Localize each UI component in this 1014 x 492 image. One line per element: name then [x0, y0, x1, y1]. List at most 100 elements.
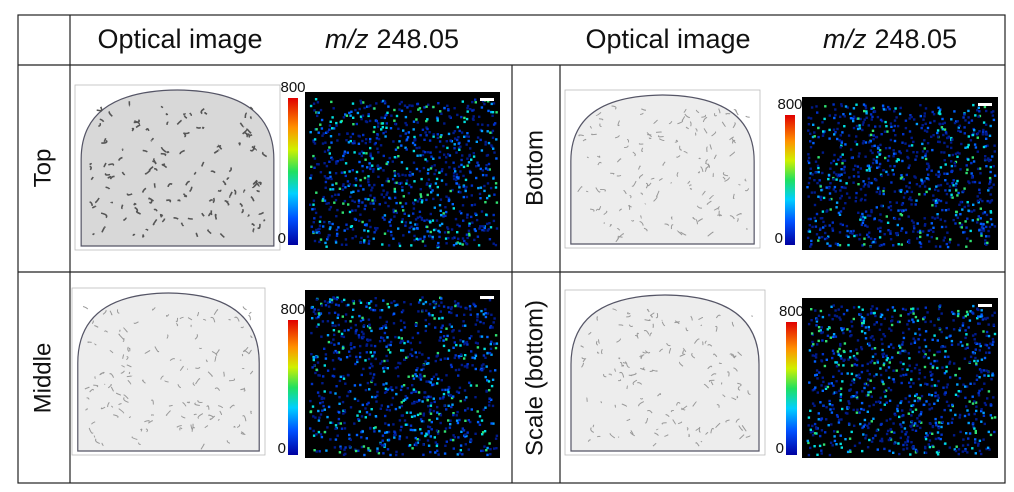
- ms-pixel: [359, 241, 363, 244]
- ms-pixel: [326, 426, 329, 429]
- ms-pixel: [335, 228, 339, 232]
- ms-pixel: [488, 397, 491, 400]
- ms-pixel: [846, 309, 849, 312]
- ms-pixel: [477, 330, 480, 333]
- ms-pixel: [420, 432, 423, 435]
- ms-pixel: [877, 400, 881, 403]
- ms-pixel: [488, 404, 491, 407]
- ms-pixel: [405, 182, 408, 185]
- ms-pixel: [813, 432, 817, 435]
- ms-pixel: [374, 228, 378, 232]
- ms-pixel: [381, 336, 385, 340]
- ms-pixel: [813, 404, 816, 407]
- tissue-texture: [611, 105, 617, 110]
- ms-pixel: [917, 396, 920, 400]
- ms-pixel: [892, 346, 895, 350]
- ms-pixel: [317, 163, 320, 166]
- ms-pixel: [983, 211, 987, 214]
- ms-pixel: [402, 234, 405, 237]
- ms-pixel: [427, 430, 430, 433]
- tissue-texture: [746, 227, 748, 230]
- ms-pixel: [337, 304, 340, 307]
- ms-pixel: [835, 178, 838, 181]
- ms-pixel: [370, 344, 373, 347]
- ms-pixel: [409, 341, 412, 345]
- tissue-texture: [219, 232, 225, 238]
- ms-pixel: [948, 360, 952, 363]
- ms-pixel: [332, 296, 335, 300]
- ms-pixel: [963, 357, 967, 360]
- ms-pixel: [896, 407, 899, 411]
- ms-pixel: [822, 226, 825, 229]
- ms-pixel: [381, 126, 384, 129]
- ms-pixel: [331, 127, 334, 130]
- ms-pixel: [982, 227, 985, 230]
- ms-pixel: [391, 388, 394, 392]
- ms-pixel: [993, 430, 996, 434]
- ms-pixel: [461, 427, 464, 430]
- ms-pixel: [393, 187, 396, 191]
- ms-pixel: [908, 394, 911, 398]
- ms-pixel: [368, 302, 371, 305]
- ms-pixel: [466, 164, 469, 167]
- ms-pixel: [361, 318, 365, 321]
- ms-pixel: [964, 119, 967, 122]
- tissue-texture: [247, 214, 250, 218]
- ms-pixel: [356, 111, 360, 115]
- ms-pixel: [359, 319, 363, 323]
- ms-pixel: [328, 171, 332, 174]
- ms-pixel: [900, 381, 903, 385]
- ms-pixel: [887, 438, 891, 442]
- ms-pixel: [950, 146, 953, 150]
- ms-pixel: [967, 326, 970, 329]
- ms-pixel: [468, 154, 471, 158]
- ms-pixel: [320, 302, 323, 306]
- ms-pixel: [875, 307, 879, 310]
- tissue-texture: [662, 161, 666, 166]
- ms-pixel: [938, 327, 941, 330]
- ms-pixel: [852, 115, 856, 118]
- ms-pixel: [817, 314, 821, 317]
- ms-pixel: [892, 451, 895, 454]
- ms-pixel: [875, 429, 879, 432]
- ms-pixel: [440, 297, 443, 300]
- ms-pixel: [317, 323, 320, 326]
- ms-pixel: [323, 408, 326, 411]
- ms-pixel: [458, 452, 461, 455]
- ms-pixel: [933, 359, 936, 363]
- ms-pixel: [353, 346, 356, 349]
- tissue-texture: [597, 161, 602, 166]
- ms-pixel: [427, 444, 431, 447]
- ms-pixel: [925, 162, 929, 165]
- ms-pixel: [821, 210, 825, 213]
- ms-pixel: [839, 393, 843, 396]
- ms-pixel: [973, 180, 977, 184]
- ms-pixel: [399, 388, 403, 392]
- ms-pixel: [905, 430, 908, 434]
- ms-pixel: [351, 315, 354, 319]
- tissue-texture: [233, 425, 236, 428]
- ms-pixel: [316, 163, 319, 166]
- ms-pixel: [429, 230, 432, 234]
- ms-pixel: [954, 164, 957, 168]
- tissue-texture: [145, 428, 149, 433]
- ms-pixel: [428, 314, 431, 317]
- ms-pixel: [827, 235, 830, 238]
- ms-pixel: [347, 141, 351, 144]
- tissue-texture: [684, 113, 690, 119]
- ms-pixel: [423, 138, 426, 141]
- tissue-texture: [250, 335, 253, 339]
- ms-pixel: [454, 137, 457, 140]
- ms-pixel: [433, 301, 436, 304]
- ms-pixel: [945, 365, 948, 369]
- ms-pixel: [817, 339, 820, 343]
- ms-pixel: [923, 403, 926, 406]
- ms-pixel: [822, 132, 825, 135]
- ms-pixel: [429, 404, 433, 407]
- ms-pixel: [823, 130, 826, 133]
- tissue-texture: [732, 122, 736, 129]
- ms-pixel: [465, 143, 468, 146]
- ms-pixel: [432, 197, 435, 201]
- tissue-texture: [164, 380, 169, 383]
- ms-pixel: [819, 434, 822, 438]
